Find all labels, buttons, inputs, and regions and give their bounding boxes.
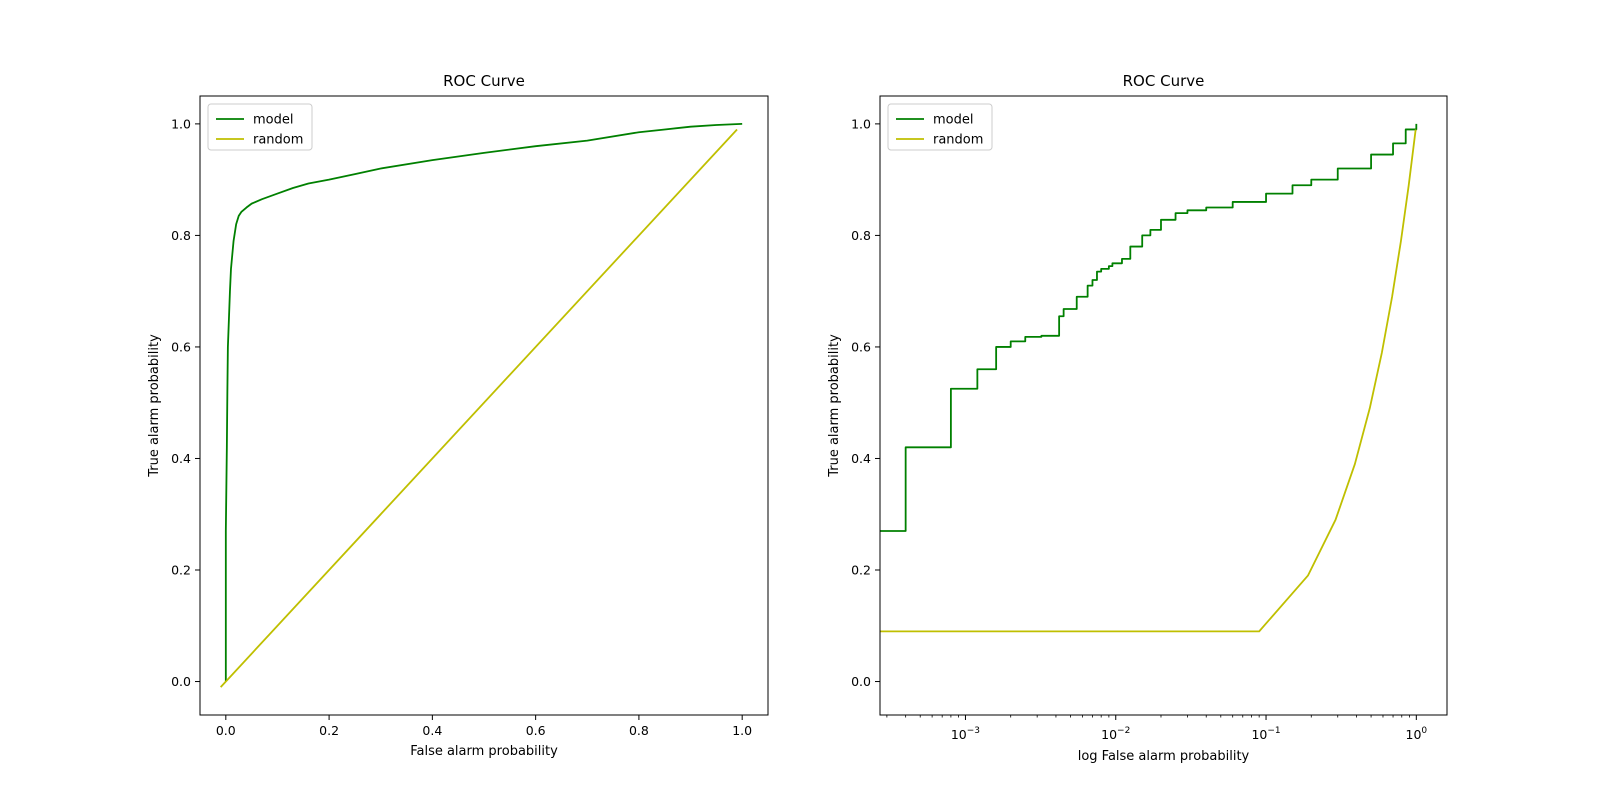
x-axis-label: log False alarm probability: [1078, 749, 1250, 764]
x-tick-label: 10−2: [1101, 726, 1130, 742]
y-tick-label: 0.4: [851, 451, 871, 466]
y-tick-label: 0.4: [171, 451, 191, 466]
y-tick-label: 0.6: [851, 339, 871, 354]
x-tick-label: 10−1: [1251, 726, 1280, 742]
x-tick-label: 100: [1406, 726, 1428, 742]
chart-title: ROC Curve: [443, 72, 525, 90]
y-tick-label: 0.2: [851, 563, 871, 578]
legend-label-model: model: [253, 113, 293, 128]
x-tick-label: 0.2: [319, 723, 339, 738]
y-axis-label: True alarm probability: [827, 334, 842, 478]
y-tick-label: 0.6: [171, 339, 191, 354]
legend-label-model: model: [933, 113, 973, 128]
chart-title: ROC Curve: [1123, 72, 1205, 90]
x-tick-label: 0.6: [526, 723, 546, 738]
legend: model random: [887, 103, 993, 151]
legend-label-random: random: [933, 133, 983, 148]
axes-frame: [199, 95, 769, 716]
x-tick-label: 1.0: [732, 723, 752, 738]
y-tick-label: 0.8: [851, 228, 871, 243]
series-line-random: [219, 128, 738, 688]
x-axis-label: False alarm probability: [410, 744, 558, 759]
y-tick-label: 1.0: [851, 116, 871, 131]
y-tick-label: 0.2: [171, 563, 191, 578]
series-line-model: [224, 122, 743, 682]
chart-1: 0.0 0.2 0.4 0.6 0.8 1.0 0.0 0.2 0.4 0.6 0.8 1.0 ROC …: [147, 72, 769, 759]
y-axis-label: True alarm probability: [147, 334, 162, 478]
x-tick-label-exponent: −2: [1117, 726, 1130, 736]
x-tick-label-exponent: −1: [1267, 726, 1280, 736]
x-tick-label-base: 10: [1406, 727, 1422, 742]
y-tick-label: 1.0: [171, 116, 191, 131]
legend-label-random: random: [253, 133, 303, 148]
y-tick-label: 0.0: [171, 674, 191, 689]
y-tick-label: 0.0: [851, 674, 871, 689]
axes-frame: [879, 95, 1448, 716]
x-tick-label-base: 10: [1251, 727, 1267, 742]
legend: model random: [207, 103, 313, 151]
x-tick-label: 10−3: [951, 726, 980, 742]
x-tick-label-exponent: −3: [967, 726, 980, 736]
x-tick-label-base: 10: [1101, 727, 1117, 742]
x-tick-label: 0.8: [629, 723, 649, 738]
x-tick-label-exponent: 0: [1421, 726, 1427, 736]
series-line-model: [880, 123, 1418, 532]
x-tick-label-base: 10: [951, 727, 967, 742]
series-line-random: [880, 129, 1417, 633]
y-tick-label: 0.8: [171, 228, 191, 243]
x-tick-label: 0.4: [422, 723, 442, 738]
x-tick-label: 0.0: [216, 723, 236, 738]
